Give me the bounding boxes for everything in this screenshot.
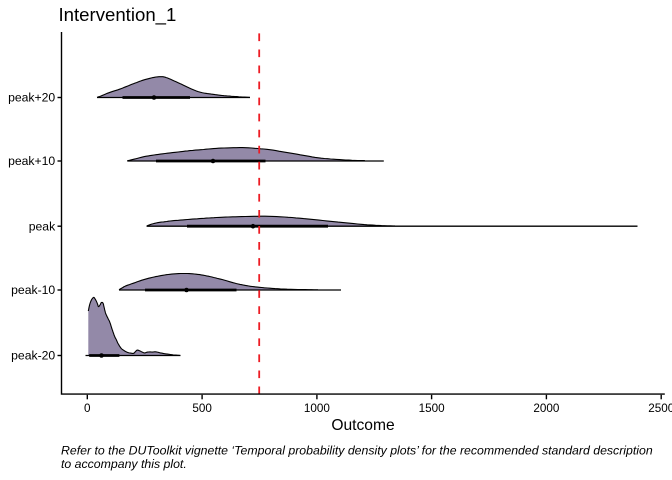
svg-text:Refer to the DUToolkit vignett: Refer to the DUToolkit vignette ‘Tempora… (61, 444, 653, 458)
svg-text:peak+20: peak+20 (8, 91, 55, 105)
svg-text:1000: 1000 (304, 402, 331, 415)
svg-text:to accompany this plot.: to accompany this plot. (61, 457, 187, 471)
svg-text:500: 500 (192, 402, 212, 415)
svg-text:2000: 2000 (533, 402, 560, 415)
svg-text:0: 0 (84, 402, 91, 415)
svg-text:1500: 1500 (419, 402, 446, 415)
svg-text:peak+10: peak+10 (8, 154, 55, 168)
svg-text:Outcome: Outcome (331, 417, 394, 434)
svg-text:2500: 2500 (648, 402, 672, 415)
svg-text:peak-10: peak-10 (11, 283, 55, 297)
svg-text:Intervention_1: Intervention_1 (59, 4, 177, 26)
svg-text:peak-20: peak-20 (11, 349, 55, 363)
svg-text:peak: peak (29, 219, 56, 233)
